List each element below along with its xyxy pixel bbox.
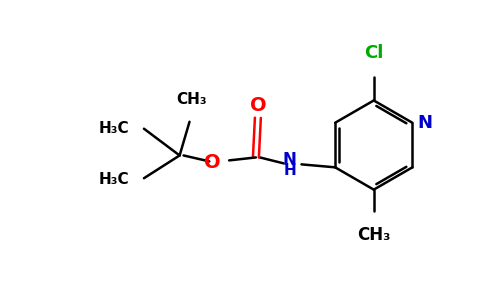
Text: CH₃: CH₃ [176,92,207,107]
Text: N: N [283,152,297,169]
Text: Cl: Cl [364,44,383,62]
Text: O: O [250,96,266,115]
Text: H: H [284,163,297,178]
Text: H₃C: H₃C [98,121,129,136]
Text: H₃C: H₃C [98,172,129,187]
Text: O: O [204,153,220,172]
Text: CH₃: CH₃ [357,226,391,244]
Text: N: N [417,114,432,132]
